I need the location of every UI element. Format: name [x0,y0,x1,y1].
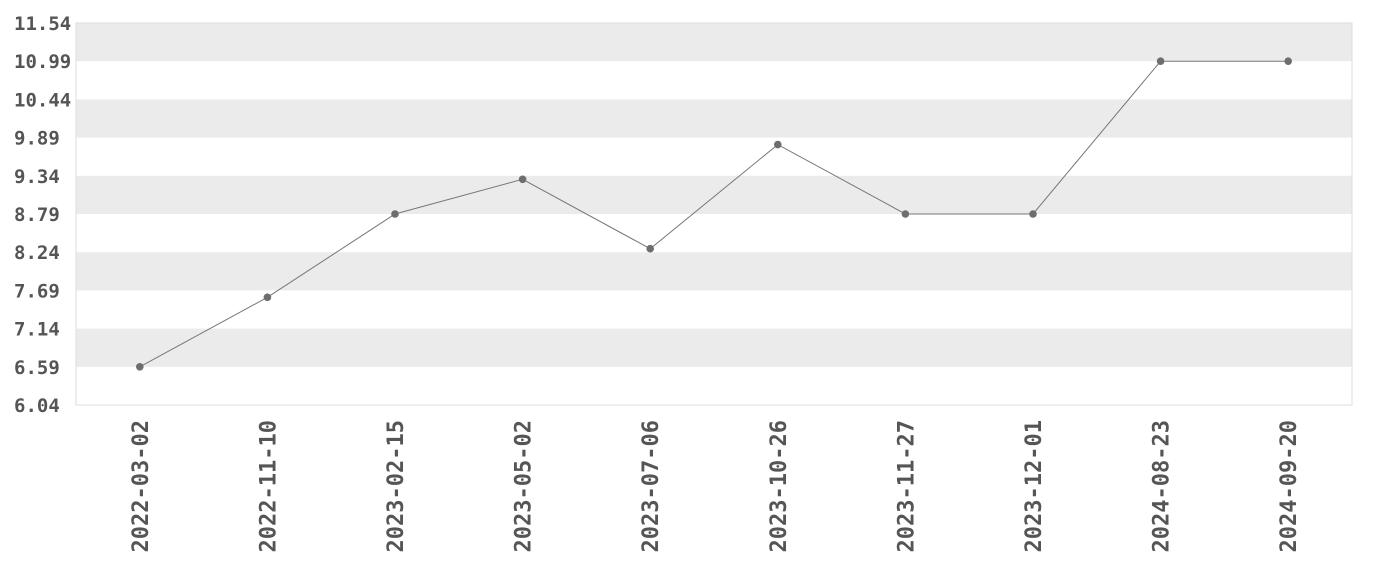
grid-band [76,328,1352,367]
x-tick-label: 2024-08-23 [1150,420,1175,552]
data-point [1284,57,1292,65]
x-tick-label: 2023-11-27 [894,420,919,552]
x-tick-label: 2022-03-02 [129,420,154,552]
y-tick-label: 8.24 [14,242,60,264]
y-tick-label: 8.79 [14,204,60,226]
x-axis: 2022-03-02 2022-11-10 2023-02-15 2023-05-02… [129,420,1302,552]
data-point [391,210,399,218]
plot-area [75,22,1353,406]
y-tick-label: 9.89 [14,128,60,150]
data-point [1156,57,1165,65]
grid-band [76,23,1352,62]
y-tick-label: 9.34 [14,166,60,188]
series-points [136,57,1292,371]
x-tick-label: 2023-07-06 [639,420,664,552]
x-tick-label: 2024-09-20 [1277,420,1302,552]
y-tick-label: 6.59 [14,357,60,379]
data-point [136,363,144,371]
x-tick-label: 2023-05-02 [512,420,537,552]
grid-band [76,175,1352,214]
x-tick-label: 2022-11-10 [256,420,281,552]
y-tick-label: 7.69 [14,280,60,302]
series-line [139,60,1289,368]
y-tick-label: 6.04 [14,395,60,417]
data-point [263,293,272,302]
data-point [901,210,910,218]
data-point [518,175,527,184]
data-point [774,140,782,149]
x-tick-label: 2023-02-15 [384,420,409,552]
x-tick-label: 2023-12-01 [1022,420,1047,552]
y-tick-label: 7.14 [14,319,60,341]
x-tick-label: 2023-10-26 [767,420,792,552]
data-point [646,244,654,253]
y-tick-label: 10.44 [14,89,71,111]
grid-band [76,252,1352,291]
grid-bands [76,23,1352,367]
y-tick-label: 10.99 [14,51,71,73]
data-point [1029,210,1037,218]
y-tick-label: 11.54 [14,13,71,35]
y-axis: 6.04 6.59 7.14 7.69 8.24 8.79 9.34 9.89 10.44 10.… [14,13,71,417]
grid-band [76,99,1352,138]
